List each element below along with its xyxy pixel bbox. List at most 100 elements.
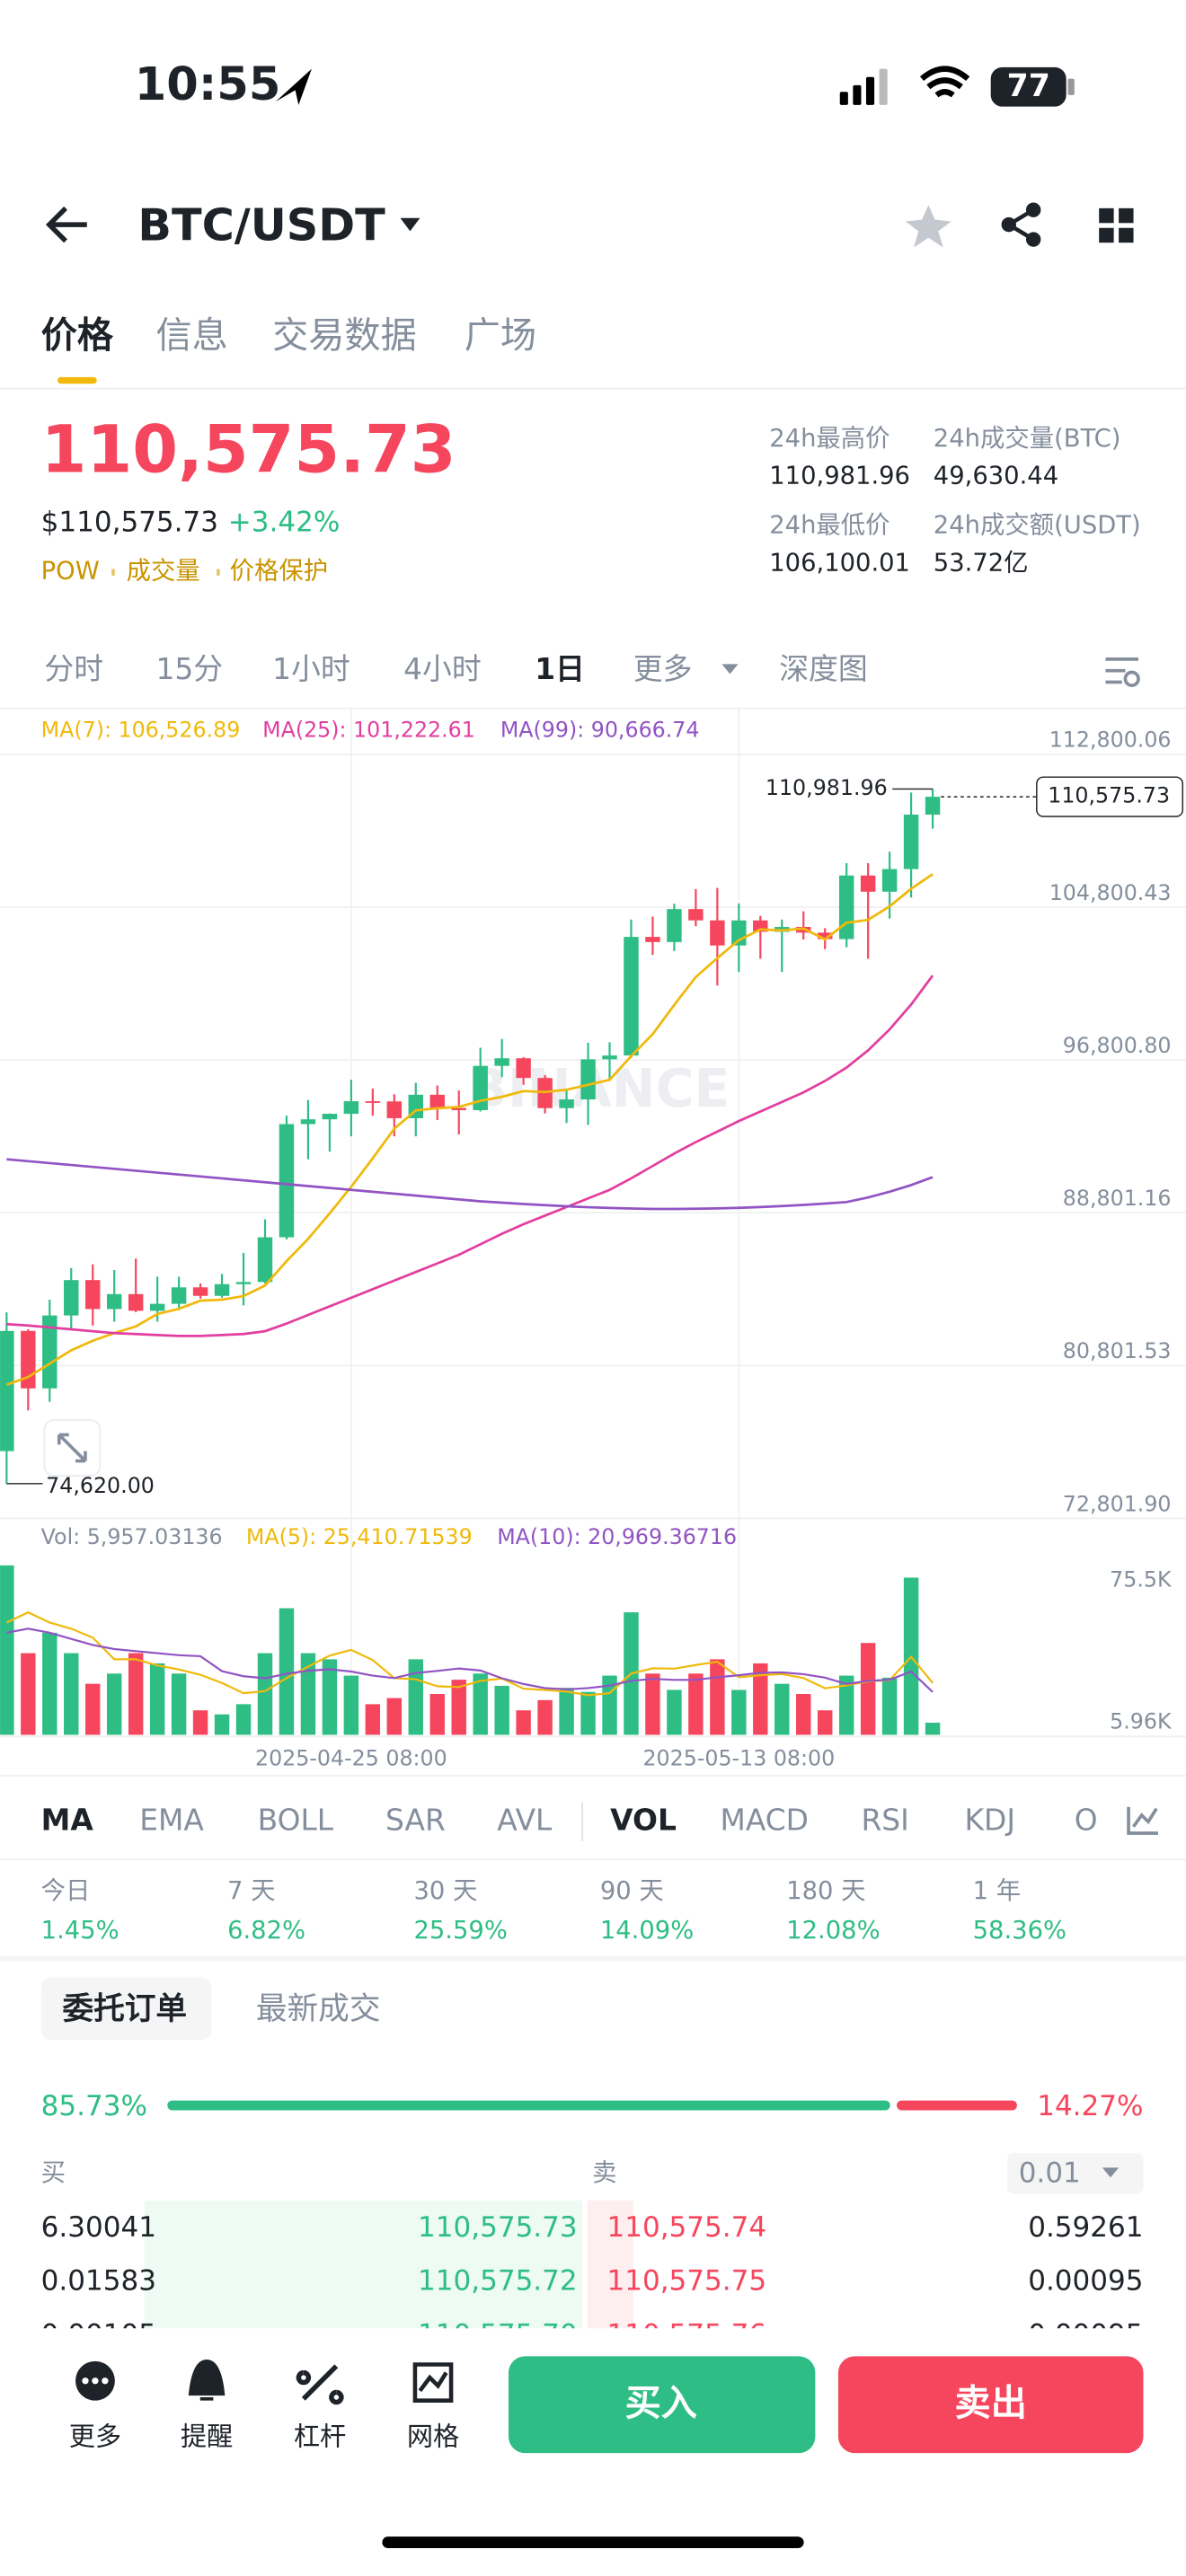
indicator-tab[interactable]: KDJ — [964, 1803, 1015, 1838]
home-indicator — [382, 2536, 804, 2548]
period-change: 14.09% — [600, 1917, 694, 1945]
volume-bar — [774, 1683, 790, 1735]
indicator-tab[interactable]: O — [1075, 1803, 1098, 1838]
indicator-tab[interactable]: RSI — [861, 1803, 908, 1838]
indicator-tab[interactable]: MACD — [720, 1803, 809, 1838]
candle-body — [451, 1107, 466, 1110]
sell-label[interactable]: 卖出 — [955, 2383, 1027, 2424]
ask-depth — [587, 2200, 633, 2329]
volume-bar — [21, 1653, 36, 1735]
candle-body — [322, 1114, 338, 1120]
last-price-box — [1036, 776, 1184, 817]
interval[interactable]: 1日 — [535, 651, 585, 686]
bid-price: 110,575.73 — [418, 2211, 578, 2244]
interval[interactable]: 1小时 — [272, 651, 350, 686]
favorite-button[interactable] — [905, 205, 951, 248]
candle-body — [128, 1293, 144, 1311]
usd-price: $110,575.73 — [41, 506, 218, 538]
nav-label[interactable]: 网格 — [407, 2422, 459, 2452]
indicator-tab[interactable]: BOLL — [258, 1803, 334, 1838]
candle-body — [667, 909, 682, 942]
buy-label[interactable]: 买入 — [625, 2383, 697, 2424]
precision-select[interactable] — [1006, 2152, 1144, 2194]
tag[interactable]: 成交量 — [127, 558, 200, 586]
candle-body — [279, 1124, 295, 1238]
volume-bar — [580, 1691, 596, 1735]
back-button[interactable] — [45, 206, 87, 243]
ask-price: 110,575.74 — [607, 2211, 767, 2244]
order-tab[interactable]: 最新成交 — [256, 1991, 381, 2027]
interval[interactable]: 4小时 — [403, 651, 482, 686]
location-icon — [275, 68, 312, 105]
share-button[interactable] — [1001, 202, 1041, 247]
interval[interactable]: 15分 — [155, 651, 223, 686]
y-tick-label: 80,801.53 — [1063, 1338, 1172, 1363]
section-divider — [0, 1955, 1186, 1962]
candle-body — [149, 1303, 165, 1311]
buy-button[interactable] — [508, 2356, 816, 2454]
low-label: 74,620.00 — [46, 1473, 155, 1498]
sell-ratio: 14.27% — [1037, 2090, 1143, 2122]
expand-button[interactable] — [43, 1419, 102, 1477]
candle-body — [214, 1284, 230, 1296]
stat-value: 110,981.96 — [769, 463, 910, 490]
nav-label[interactable]: 杠杆 — [294, 2422, 346, 2452]
sell-ratio-bar — [897, 2100, 1017, 2111]
tab-indicator — [57, 376, 97, 384]
indicator-tab[interactable]: MA — [41, 1803, 94, 1838]
legend-entry: MA(10): 20,969.36716 — [497, 1524, 737, 1549]
volume-bar — [796, 1694, 811, 1735]
candle-body — [645, 937, 660, 942]
tag[interactable]: 价格保护 — [230, 558, 329, 586]
candle-body — [192, 1287, 208, 1296]
tab[interactable]: 信息 — [155, 315, 227, 357]
candle-body — [688, 909, 704, 921]
volume-bar — [192, 1710, 208, 1735]
interval[interactable]: 分时 — [44, 651, 103, 686]
volume-bar — [881, 1677, 898, 1735]
candle-body — [235, 1282, 252, 1284]
ask-price: 110,575.75 — [607, 2265, 767, 2298]
candle-body — [42, 1315, 58, 1389]
order-tab[interactable]: 委托订单 — [62, 1991, 187, 2027]
volume-bar — [645, 1673, 660, 1735]
candle-body — [624, 937, 639, 1056]
nav-label[interactable]: 更多 — [69, 2422, 121, 2452]
volume-bar — [0, 1565, 14, 1735]
candle-body — [0, 1330, 14, 1451]
tag-separator — [217, 569, 220, 576]
bid-qty: 0.01583 — [41, 2265, 156, 2298]
indicator-tab[interactable]: VOL — [610, 1803, 677, 1838]
layout-button[interactable] — [1099, 207, 1134, 243]
nav-icon — [188, 2360, 226, 2401]
wifi-icon — [919, 66, 970, 98]
status-time: 10:55 — [135, 58, 281, 111]
indicator-tab[interactable]: AVL — [497, 1803, 553, 1838]
tab[interactable]: 广场 — [465, 315, 536, 357]
candle-body — [580, 1059, 596, 1100]
tag[interactable]: POW — [41, 558, 100, 586]
sell-button[interactable] — [837, 2356, 1144, 2454]
candle-body — [710, 920, 725, 946]
bid-qty: 0.00105 — [41, 2318, 156, 2351]
tab[interactable]: 价格 — [41, 315, 114, 357]
pair-title[interactable]: BTC/USDT — [137, 198, 385, 251]
candle-body — [516, 1058, 531, 1079]
volume-bar — [537, 1699, 553, 1735]
interval[interactable]: 更多 — [633, 651, 693, 686]
chart-settings[interactable] — [1105, 657, 1140, 687]
indicator-tab[interactable]: SAR — [385, 1803, 446, 1838]
period-label: 今日 — [41, 1877, 91, 1905]
nav-label[interactable]: 提醒 — [181, 2422, 233, 2452]
precision[interactable]: 0.01 — [1019, 2157, 1081, 2190]
indicator-tab[interactable]: EMA — [139, 1803, 204, 1838]
last-price-label: 110,575.73 — [1048, 783, 1170, 808]
tab[interactable]: 交易数据 — [272, 315, 417, 357]
volume-bar — [860, 1643, 876, 1735]
candle-body — [300, 1119, 316, 1125]
bid-depth — [144, 2200, 583, 2329]
interval[interactable]: 深度图 — [779, 651, 868, 686]
indicator-settings[interactable] — [1127, 1806, 1158, 1835]
pair-dropdown[interactable] — [400, 217, 420, 232]
